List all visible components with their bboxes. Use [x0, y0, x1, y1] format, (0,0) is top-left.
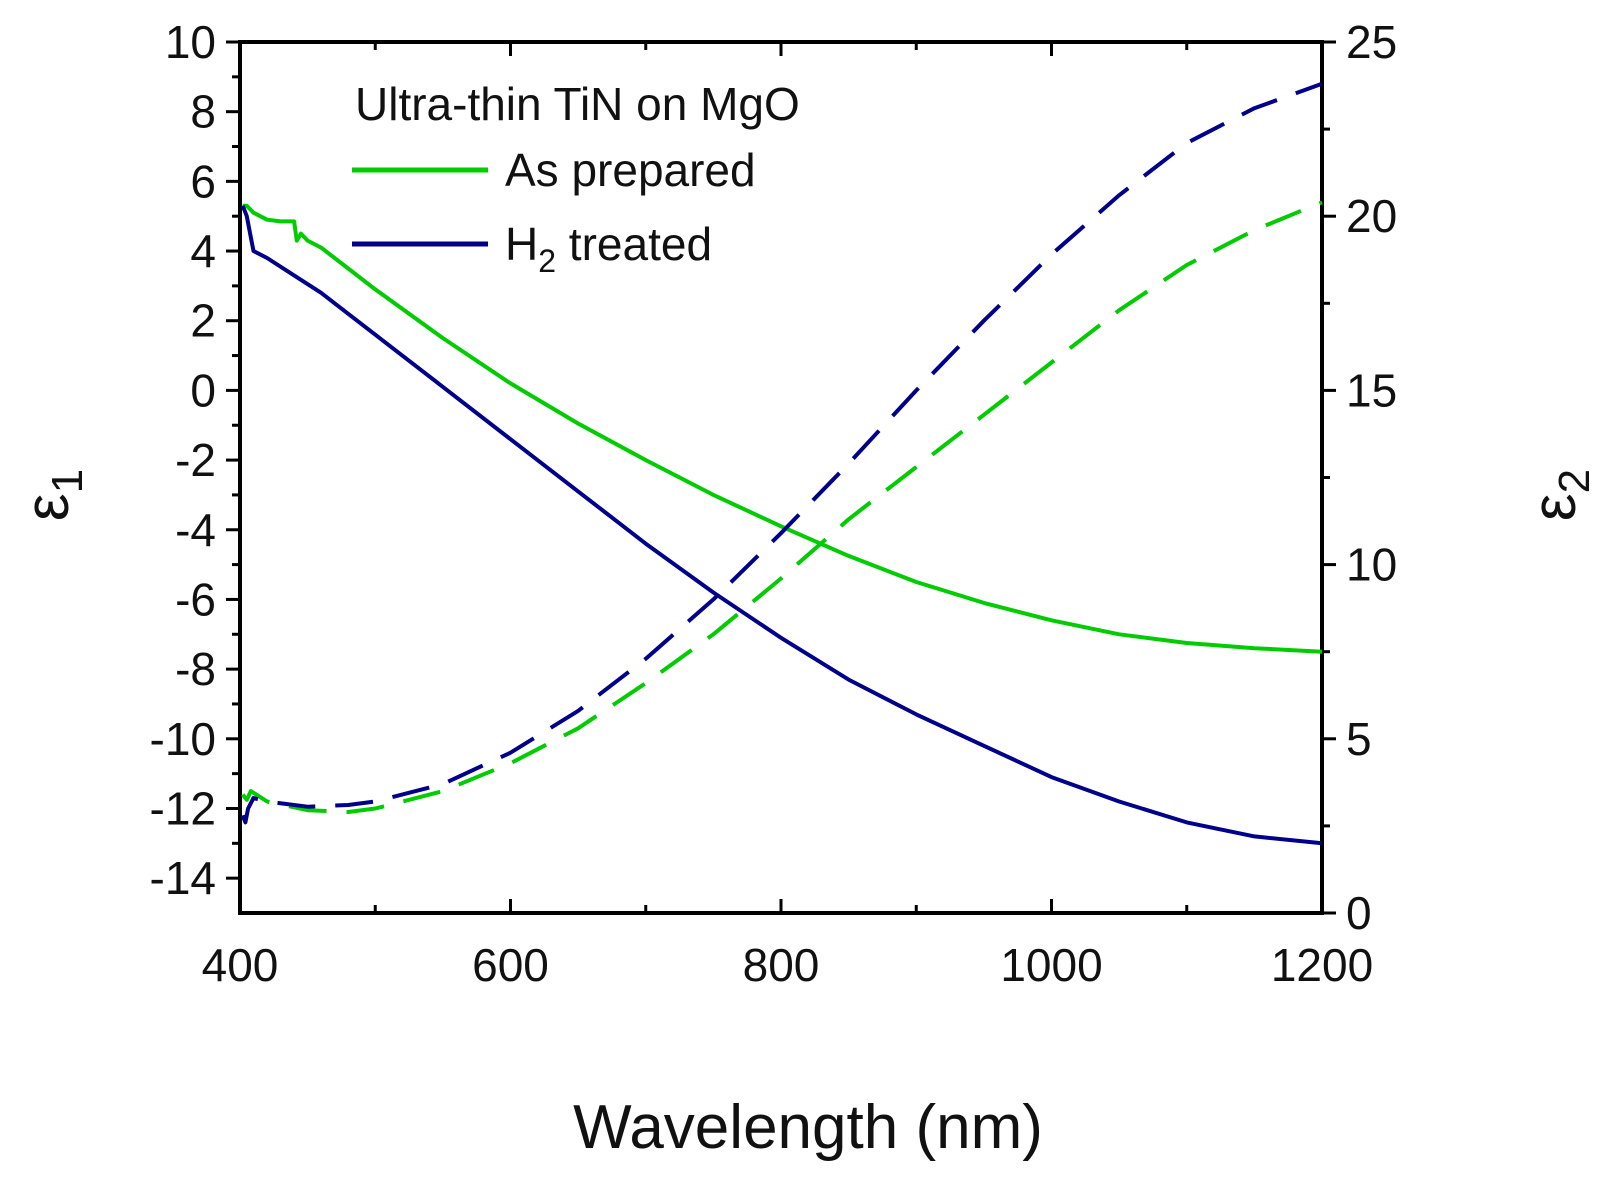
y-tick-label: 4: [190, 225, 216, 277]
x-tick-label: 1200: [1271, 939, 1373, 991]
y2-tick-label: 0: [1346, 887, 1372, 939]
y-axis-title: ε1: [13, 469, 92, 521]
y2-tick-label: 10: [1346, 539, 1397, 591]
y-tick-label: -10: [150, 713, 216, 765]
x-tick-label: 400: [202, 939, 279, 991]
y-tick-label: -2: [175, 434, 216, 486]
chart-title: Ultra-thin TiN on MgO: [355, 78, 800, 130]
series-line-as-prepared-2: [241, 200, 1323, 814]
y2-axis-title-subscript: 2: [1550, 469, 1599, 493]
y2-tick-label: 20: [1346, 190, 1397, 242]
y2-axis-title: ε2: [1520, 469, 1599, 521]
y-tick-label: -4: [175, 504, 216, 556]
plot-frame: [238, 40, 1324, 915]
y2-tick-label: 15: [1346, 364, 1397, 416]
labels-layer: 400 600 800 1000 1200 -14 -12 -10 -8 -6 -4 -2 0 2 4 6 8 1…: [150, 16, 1398, 991]
series-line-h2-treated-2: [240, 81, 1323, 825]
legend-label-h2-main: H: [505, 218, 538, 270]
y2-tick-label: 25: [1346, 16, 1397, 68]
x-tick-label: 1000: [1000, 939, 1102, 991]
y-axis-title-main: ε: [13, 493, 82, 521]
x-axis-title: Wavelength (nm): [573, 1093, 1043, 1162]
y-tick-label: -12: [150, 782, 216, 834]
y2-axis-title-main: ε: [1520, 493, 1589, 521]
legend-label-as-prepared: As prepared: [505, 144, 756, 196]
y-tick-label: -8: [175, 643, 216, 695]
x-tick-label: 800: [743, 939, 820, 991]
series-layer: [240, 81, 1323, 846]
y-tick-label: 6: [190, 155, 216, 207]
y-tick-label: -6: [175, 573, 216, 625]
y-tick-label: 0: [190, 364, 216, 416]
legend-label-h2-suffix: treated: [556, 218, 712, 270]
y-tick-label: 2: [190, 295, 216, 347]
legend-label-h2-treated: H2 treated: [505, 218, 712, 279]
x-tick-label: 600: [472, 939, 549, 991]
plot-border: [238, 40, 1324, 915]
y-tick-label: -14: [150, 852, 216, 904]
y2-tick-label: 5: [1346, 713, 1372, 765]
series-line-as-prepared-1: [242, 203, 1323, 654]
y-axis-title-subscript: 1: [43, 469, 92, 493]
legend-label-h2-subscript: 2: [538, 243, 556, 279]
y-tick-label: 8: [190, 86, 216, 138]
series-line-h2-treated-1: [240, 204, 1323, 846]
y-tick-label: 10: [165, 16, 216, 68]
ticks-layer: [226, 40, 1336, 915]
